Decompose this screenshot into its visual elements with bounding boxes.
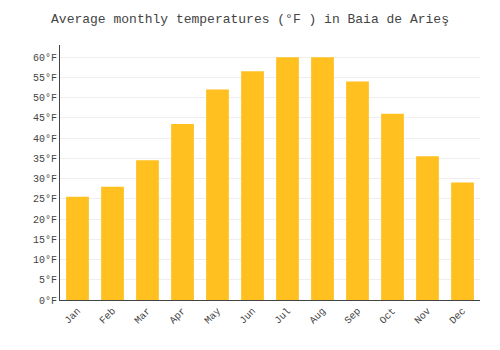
svg-text:Jul: Jul (273, 306, 294, 327)
svg-text:0°F: 0°F (39, 296, 57, 307)
svg-text:5°F: 5°F (39, 275, 57, 286)
svg-text:15°F: 15°F (33, 235, 57, 246)
svg-text:40°F: 40°F (33, 134, 57, 145)
svg-text:Feb: Feb (98, 306, 119, 327)
svg-text:55°F: 55°F (33, 73, 57, 84)
svg-text:May: May (203, 306, 224, 327)
svg-text:Aug: Aug (308, 306, 329, 327)
svg-text:Average monthly temperatures (: Average monthly temperatures (°F ) in Ba… (51, 12, 449, 27)
svg-text:Sep: Sep (343, 306, 364, 327)
svg-text:60°F: 60°F (33, 53, 57, 64)
svg-text:50°F: 50°F (33, 93, 57, 104)
svg-text:35°F: 35°F (33, 154, 57, 165)
svg-text:Apr: Apr (168, 306, 189, 327)
svg-text:Mar: Mar (133, 306, 154, 327)
svg-text:25°F: 25°F (33, 194, 57, 205)
svg-text:45°F: 45°F (33, 113, 57, 124)
svg-text:30°F: 30°F (33, 174, 57, 185)
svg-text:10°F: 10°F (33, 255, 57, 266)
svg-text:Oct: Oct (378, 306, 399, 327)
svg-text:20°F: 20°F (33, 215, 57, 226)
svg-text:Jan: Jan (63, 306, 84, 327)
svg-text:Nov: Nov (413, 306, 434, 327)
svg-text:Jun: Jun (238, 306, 259, 327)
svg-text:Dec: Dec (448, 306, 469, 327)
